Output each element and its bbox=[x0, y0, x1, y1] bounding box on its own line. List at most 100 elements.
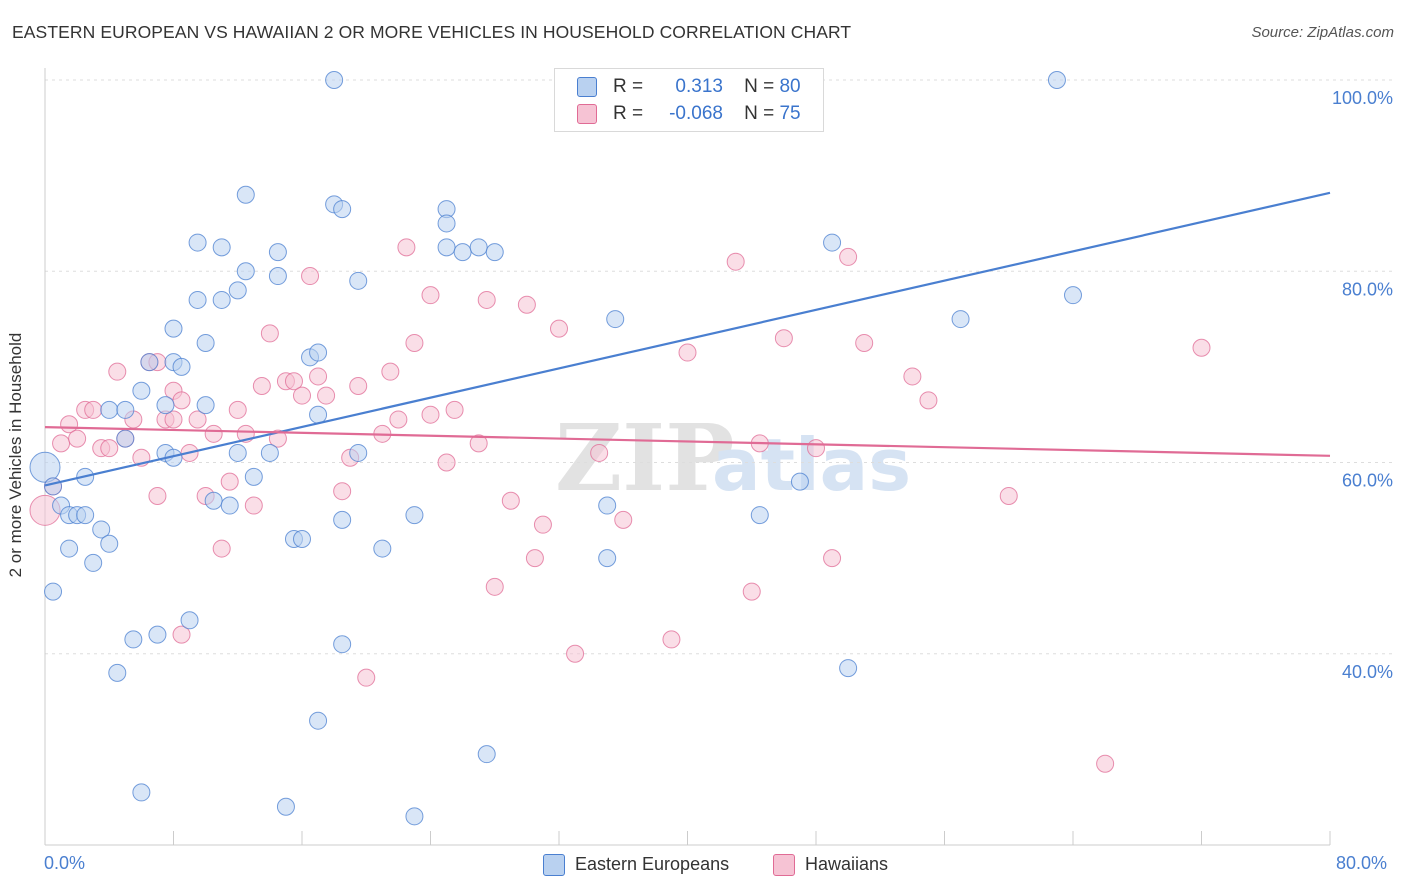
point-hawaiians bbox=[349, 377, 368, 395]
point-hawaiians bbox=[84, 400, 103, 419]
point-eastern-europeans bbox=[100, 534, 119, 553]
point-hawaiians bbox=[1096, 754, 1115, 773]
point-hawaiians bbox=[726, 252, 745, 271]
point-eastern-europeans bbox=[469, 238, 488, 257]
legend-label-eastern-europeans: Eastern Europeans bbox=[575, 854, 730, 874]
point-hawaiians bbox=[188, 410, 207, 429]
trend-lines bbox=[44, 191, 1331, 487]
trend-line-hawaiians bbox=[44, 426, 1331, 457]
n-label: N = bbox=[744, 103, 775, 124]
point-hawaiians bbox=[68, 429, 87, 448]
point-eastern-europeans bbox=[116, 400, 135, 419]
point-hawaiians bbox=[919, 391, 938, 410]
point-hawaiians bbox=[477, 290, 496, 309]
point-eastern-europeans bbox=[260, 443, 279, 462]
y-tick-label-40: 40.0% bbox=[1342, 662, 1393, 682]
watermark-atlas: atlas bbox=[712, 423, 911, 507]
chart-title: EASTERN EUROPEAN VS HAWAIIAN 2 OR MORE V… bbox=[12, 22, 852, 42]
point-eastern-europeans bbox=[349, 443, 368, 462]
swatch-hawaiians bbox=[577, 104, 597, 124]
point-eastern-europeans bbox=[244, 467, 263, 486]
point-hawaiians bbox=[533, 515, 552, 534]
point-eastern-europeans bbox=[333, 200, 352, 219]
y-tick-label-100: 100.0% bbox=[1332, 88, 1393, 108]
point-eastern-europeans bbox=[839, 659, 858, 678]
y-axis-label: 2 or more Vehicles in Household bbox=[6, 332, 25, 578]
point-hawaiians bbox=[148, 486, 167, 505]
point-hawaiians bbox=[855, 333, 874, 352]
point-eastern-europeans bbox=[132, 783, 151, 802]
r-value-hawaiians: -0.068 bbox=[669, 103, 723, 124]
point-hawaiians bbox=[164, 410, 183, 429]
point-eastern-europeans bbox=[220, 496, 239, 515]
point-eastern-europeans bbox=[477, 745, 496, 764]
point-hawaiians bbox=[999, 486, 1018, 505]
point-eastern-europeans bbox=[188, 290, 207, 309]
point-eastern-europeans bbox=[373, 539, 392, 558]
point-eastern-europeans bbox=[140, 353, 159, 372]
point-eastern-europeans bbox=[108, 663, 127, 682]
point-hawaiians bbox=[1192, 338, 1211, 357]
point-hawaiians bbox=[823, 549, 842, 568]
point-hawaiians bbox=[405, 333, 424, 352]
point-hawaiians bbox=[614, 510, 633, 529]
gridlines bbox=[45, 79, 1395, 655]
point-eastern-europeans bbox=[76, 506, 95, 525]
r-label: R = bbox=[613, 76, 644, 97]
point-eastern-europeans bbox=[598, 496, 617, 515]
point-hawaiians bbox=[172, 391, 191, 410]
point-eastern-europeans bbox=[84, 553, 103, 572]
point-eastern-europeans bbox=[606, 310, 625, 329]
point-eastern-europeans bbox=[405, 807, 424, 826]
point-eastern-europeans bbox=[228, 281, 247, 300]
point-hawaiians bbox=[301, 267, 320, 286]
point-hawaiians bbox=[662, 630, 681, 649]
x-tick-label-max: 80.0% bbox=[1336, 853, 1388, 873]
point-hawaiians bbox=[381, 362, 400, 381]
point-eastern-europeans bbox=[236, 185, 255, 204]
zipatlas-watermark: ZIP atlas bbox=[555, 404, 911, 512]
point-hawaiians bbox=[550, 319, 568, 338]
point-hawaiians bbox=[100, 439, 119, 458]
point-hawaiians bbox=[309, 367, 328, 386]
point-eastern-europeans bbox=[92, 520, 111, 539]
point-eastern-europeans bbox=[750, 506, 769, 525]
point-eastern-europeans bbox=[325, 71, 344, 89]
point-eastern-europeans bbox=[156, 396, 175, 415]
point-hawaiians bbox=[421, 286, 440, 305]
point-eastern-europeans bbox=[293, 530, 311, 548]
source-label: Source: ZipAtlas.com bbox=[1251, 24, 1394, 41]
point-eastern-europeans bbox=[598, 549, 617, 568]
point-eastern-europeans bbox=[1064, 286, 1082, 305]
point-hawaiians bbox=[501, 491, 520, 510]
swatch-eastern-europeans bbox=[577, 77, 597, 97]
point-eastern-europeans bbox=[172, 357, 191, 376]
point-eastern-europeans bbox=[437, 214, 456, 233]
point-eastern-europeans bbox=[453, 243, 472, 262]
point-eastern-europeans bbox=[204, 491, 223, 510]
r-label: R = bbox=[613, 103, 644, 124]
point-hawaiians bbox=[357, 668, 376, 687]
point-eastern-europeans bbox=[268, 243, 287, 262]
point-eastern-europeans bbox=[212, 238, 231, 257]
point-eastern-europeans bbox=[236, 262, 255, 281]
point-eastern-europeans bbox=[116, 429, 135, 448]
point-hawaiians bbox=[52, 434, 71, 453]
point-hawaiians bbox=[293, 386, 311, 405]
point-hawaiians bbox=[566, 644, 585, 663]
point-eastern-europeans bbox=[228, 443, 247, 462]
point-eastern-europeans bbox=[309, 343, 328, 362]
point-hawaiians bbox=[590, 443, 609, 462]
point-eastern-europeans bbox=[29, 451, 61, 483]
x-tick-label-min: 0.0% bbox=[44, 853, 86, 873]
point-hawaiians bbox=[485, 577, 504, 596]
point-hawaiians bbox=[525, 549, 544, 568]
point-hawaiians bbox=[742, 582, 761, 601]
point-eastern-europeans bbox=[1047, 71, 1066, 89]
point-eastern-europeans bbox=[276, 797, 295, 816]
point-hawaiians bbox=[284, 372, 303, 391]
watermark-zip: ZIP bbox=[555, 404, 734, 512]
point-eastern-europeans bbox=[951, 310, 970, 329]
point-hawaiians bbox=[445, 400, 464, 419]
